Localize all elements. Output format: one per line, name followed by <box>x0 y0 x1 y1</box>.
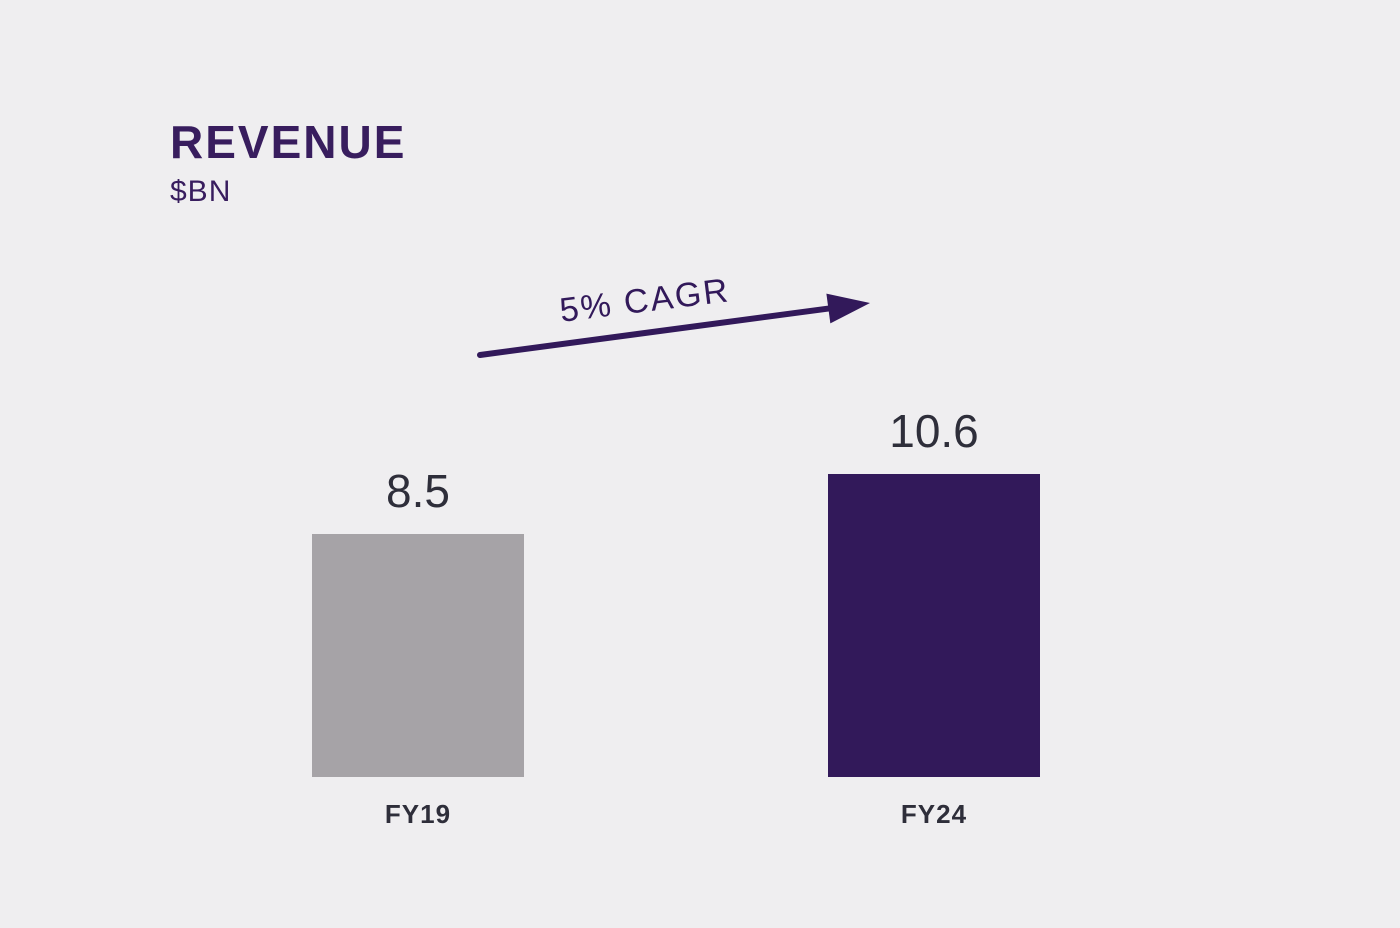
cagr-arrow-icon <box>0 0 1400 928</box>
